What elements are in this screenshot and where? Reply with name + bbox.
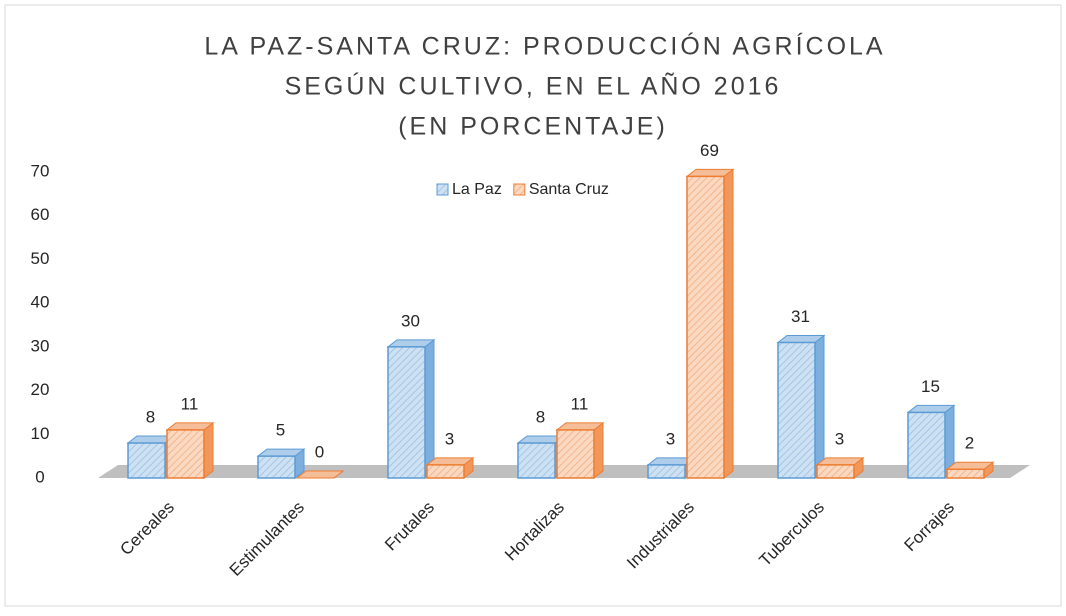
- data-label: 30: [401, 311, 420, 330]
- legend-swatch: [436, 183, 449, 196]
- bar-top: [386, 339, 436, 348]
- bar-side: [593, 421, 604, 480]
- bar-top: [256, 448, 306, 457]
- bar-top: [425, 457, 475, 466]
- y-tick-label: 50: [31, 249, 50, 268]
- data-label: 11: [181, 394, 199, 413]
- data-label: 69: [700, 141, 719, 160]
- data-label: 3: [666, 429, 675, 448]
- bar: [517, 442, 556, 479]
- data-label: 3: [835, 429, 844, 448]
- y-tick-label: 60: [31, 205, 50, 224]
- bar-side: [424, 338, 435, 480]
- bar-top: [685, 168, 735, 177]
- chart-title: (EN PORCENTAJE): [398, 113, 668, 141]
- y-tick-label: 30: [31, 336, 50, 355]
- bar: [127, 442, 166, 479]
- bar-top: [945, 461, 995, 470]
- y-tick-label: 20: [31, 380, 50, 399]
- bar: [907, 411, 946, 479]
- bar: [686, 175, 725, 479]
- bar: [166, 429, 205, 479]
- data-label: 8: [146, 408, 155, 427]
- legend-label: Santa Cruz: [529, 181, 609, 198]
- y-tick-label: 10: [31, 424, 50, 443]
- bar: [257, 455, 296, 479]
- bar-top: [776, 334, 826, 343]
- data-label: 31: [791, 307, 810, 326]
- bar: [946, 468, 985, 479]
- bar-top: [906, 404, 956, 413]
- y-tick-label: 0: [35, 467, 44, 486]
- bar-top: [165, 422, 215, 431]
- bar-side: [203, 421, 214, 480]
- chart-title: LA PAZ-SANTA CRUZ: PRODUCCIÓN AGRÍCOLA: [204, 32, 885, 61]
- bar-top: [815, 457, 865, 466]
- bar: [777, 341, 816, 479]
- bar: [387, 346, 426, 479]
- data-label: 3: [445, 429, 454, 448]
- bar-top: [555, 422, 605, 431]
- bar-top: [295, 470, 345, 479]
- bar-side: [814, 334, 825, 480]
- bar-side: [723, 168, 734, 480]
- y-tick-label: 40: [31, 293, 50, 312]
- chart-title: SEGÚN CULTIVO, EN EL AÑO 2016: [285, 72, 782, 101]
- bar: [426, 464, 465, 479]
- data-label: 11: [571, 394, 589, 413]
- data-label: 2: [965, 434, 974, 453]
- legend-label: La Paz: [452, 181, 502, 198]
- y-tick-label: 70: [31, 161, 50, 180]
- data-label: 8: [536, 408, 545, 427]
- bar: [556, 429, 595, 479]
- bar: [647, 464, 686, 479]
- data-label: 5: [276, 421, 285, 440]
- chart-frame: [4, 4, 1062, 607]
- data-label: 0: [315, 442, 324, 461]
- data-label: 15: [921, 377, 940, 396]
- legend-swatch: [513, 183, 526, 196]
- bar: [816, 464, 855, 479]
